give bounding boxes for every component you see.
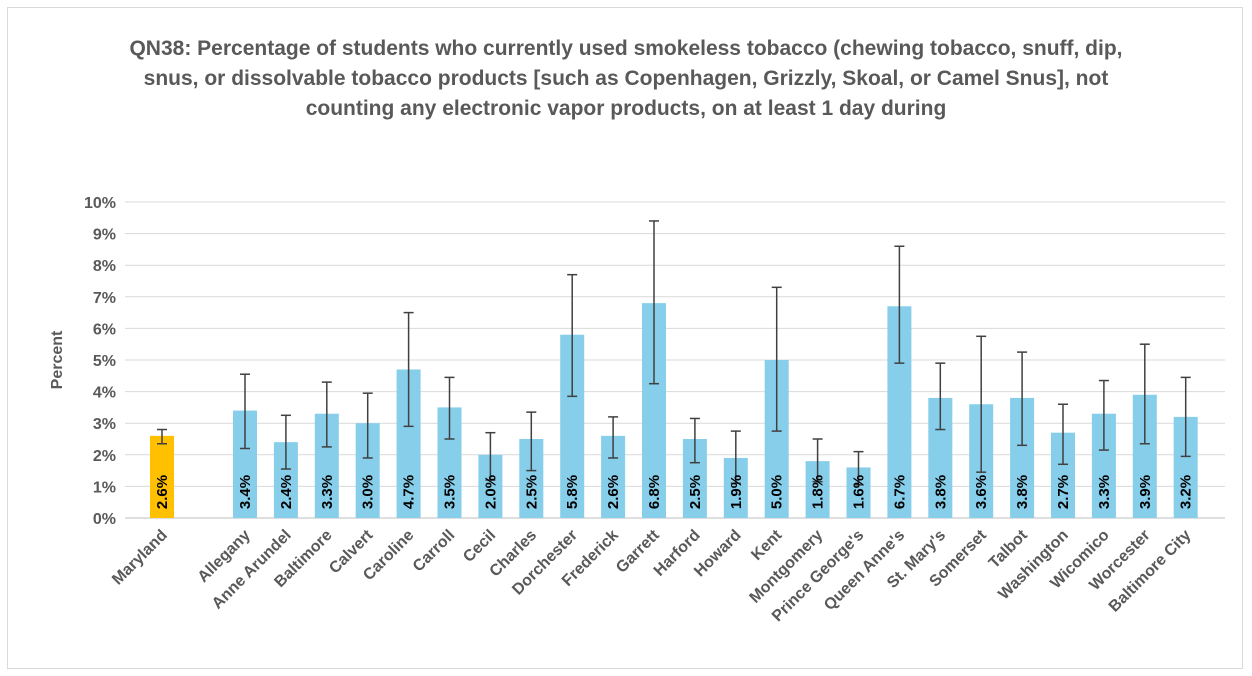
x-category-label: Kent	[748, 526, 786, 564]
data-label: 2.4%	[278, 475, 295, 509]
y-tick-label: 6%	[93, 321, 116, 338]
data-label: 3.8%	[932, 475, 949, 509]
data-label: 6.7%	[891, 475, 908, 509]
bars	[150, 303, 1198, 518]
y-tick-label: 2%	[93, 448, 116, 465]
data-label: 3.6%	[973, 475, 990, 509]
data-label: 2.5%	[687, 475, 704, 509]
data-label: 2.0%	[482, 475, 499, 509]
data-label: 3.5%	[442, 475, 459, 509]
bar	[150, 435, 174, 518]
y-tick-label: 7%	[93, 290, 116, 307]
y-tick-label: 4%	[93, 385, 116, 402]
data-label: 1.6%	[851, 475, 868, 509]
data-label: 2.5%	[523, 475, 540, 509]
chart-title: QN38: Percentage of students who current…	[129, 37, 1123, 120]
y-tick-label: 5%	[93, 353, 116, 370]
y-tick-label: 8%	[93, 258, 116, 275]
data-label: 3.0%	[360, 475, 377, 509]
y-tick-label: 9%	[93, 227, 116, 244]
data-label: 1.8%	[810, 475, 827, 509]
data-label: 2.6%	[154, 475, 171, 509]
data-label: 3.3%	[1096, 475, 1113, 509]
x-category-label: Cecil	[460, 527, 499, 566]
data-label: 3.3%	[319, 475, 336, 509]
data-label: 5.0%	[769, 475, 786, 509]
y-tick-label: 3%	[93, 416, 116, 433]
x-category-label: Carroll	[410, 527, 458, 575]
y-axis-ticks: 0% 1% 2% 3% 4% 5% 6% 7% 8% 9% 10%	[84, 195, 116, 528]
data-label: 5.8%	[564, 475, 581, 509]
error-bars	[157, 220, 1191, 486]
data-label: 3.4%	[237, 475, 254, 509]
data-label: 3.8%	[1014, 475, 1031, 509]
data-label: 3.9%	[1137, 475, 1154, 509]
data-label: 4.7%	[401, 475, 418, 509]
data-label: 1.9%	[728, 475, 745, 509]
y-axis-label: Percent	[49, 330, 66, 389]
data-labels: 2.6% 3.4% 2.4% 3.3% 3.0% 4.7% 3.5% 2.0% 2.5% 5.8%…	[154, 475, 1195, 509]
y-tick-label: 1%	[93, 479, 116, 496]
y-tick-label: 10%	[84, 195, 116, 212]
chart-frame	[7, 7, 1243, 669]
data-label: 3.2%	[1178, 475, 1195, 509]
y-tick-label: 0%	[93, 511, 116, 528]
data-label: 2.6%	[605, 475, 622, 509]
data-label: 6.8%	[646, 475, 663, 509]
x-category-label: Maryland	[109, 527, 171, 589]
data-label: 2.7%	[1055, 475, 1072, 509]
gridlines	[125, 201, 1225, 519]
